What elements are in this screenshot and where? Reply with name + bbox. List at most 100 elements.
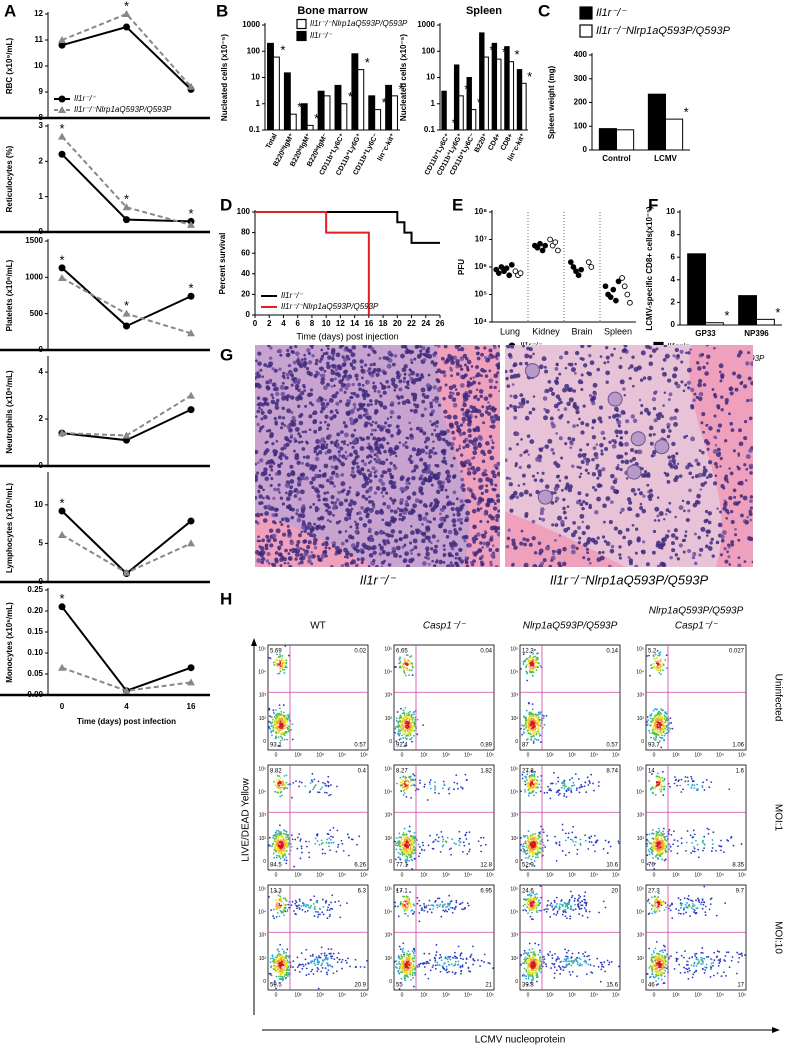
cell [403,377,406,380]
cell [285,442,289,446]
cell [410,370,413,373]
cell [733,496,736,499]
event-dot [272,727,274,729]
cell [303,354,306,357]
event-dot [456,783,458,785]
cell [749,499,753,503]
cell [706,476,709,479]
event-dot [419,779,421,781]
event-dot [280,783,282,785]
event-dot [663,718,665,720]
event-dot [404,828,406,830]
cell [294,455,299,460]
cell [562,498,565,501]
cell [425,546,429,550]
cell [256,423,259,426]
cell [719,371,722,374]
cell [301,525,305,529]
cell [366,477,370,481]
cell [454,421,458,425]
cell [320,526,324,530]
x-tick-label: Lung [500,326,520,336]
cell [587,558,590,561]
y-tick-label: 10⁵ [636,647,644,653]
cell [635,552,638,555]
cell [339,345,343,349]
significance: * [452,115,457,130]
cell [400,354,405,359]
cell [356,541,359,544]
cell [260,546,265,551]
event-dot [272,837,274,839]
cell [363,523,368,528]
cell [290,395,294,399]
cell [260,513,263,516]
legend-label: Il1r⁻/⁻Nlrp1aQ593P/Q593P [596,25,731,37]
cell [738,454,740,456]
cell [410,552,413,555]
quadrant-percent: 1.06 [732,743,744,749]
cell [313,419,317,423]
cell [390,475,394,479]
cell [394,539,398,543]
cell [610,500,614,504]
significance: * [684,105,689,120]
cell [404,373,407,376]
cell [411,350,414,353]
cell [653,418,657,422]
cell [493,414,498,419]
event-dot [322,848,324,850]
cell [647,376,652,381]
event-dot [279,672,281,674]
cell [305,553,308,556]
y-axis-label: Percent survival [218,233,227,295]
event-dot [419,846,421,848]
cell [344,374,348,378]
cell [329,481,333,485]
cell [257,461,260,464]
y-tick-label: 1 [431,99,436,108]
cell [494,526,499,531]
cell [265,448,269,452]
event-dot [421,849,423,851]
cell [596,443,599,446]
cell [573,402,577,406]
y-tick-label: 0 [246,310,251,319]
cell [263,518,268,523]
y-tick-label: 10 [666,207,675,216]
cell [632,385,635,388]
x-tick-label: 10³ [316,752,324,758]
cell [294,557,297,560]
flow-plot: 12.30.14870.570010²10²10³10³10⁴10⁴10⁵10⁵ [510,645,620,758]
cell [327,449,332,454]
cell [639,399,642,402]
cell [301,473,305,477]
event-dot [418,789,420,791]
cell [356,462,359,465]
cell [460,461,465,466]
cell [591,458,594,461]
event-dot [657,663,659,665]
cell [526,538,530,542]
cell [608,441,611,444]
event-dot [653,710,655,712]
cell [389,424,392,427]
cell [619,443,623,447]
event-dot [279,668,281,670]
cell [532,520,536,524]
cell [284,436,289,441]
cell [532,408,535,411]
cell [422,431,426,435]
cell [653,530,656,533]
y-tick-label: 60 [241,248,250,257]
cell [419,458,423,462]
cell [692,399,696,403]
x-tick-label: 18 [379,319,388,328]
cell [393,466,397,470]
event-dot [524,724,526,726]
quadrant-percent: 0.57 [606,743,618,749]
cell [747,536,752,541]
cell [586,443,589,446]
bar [324,96,330,130]
event-dot [319,791,321,793]
